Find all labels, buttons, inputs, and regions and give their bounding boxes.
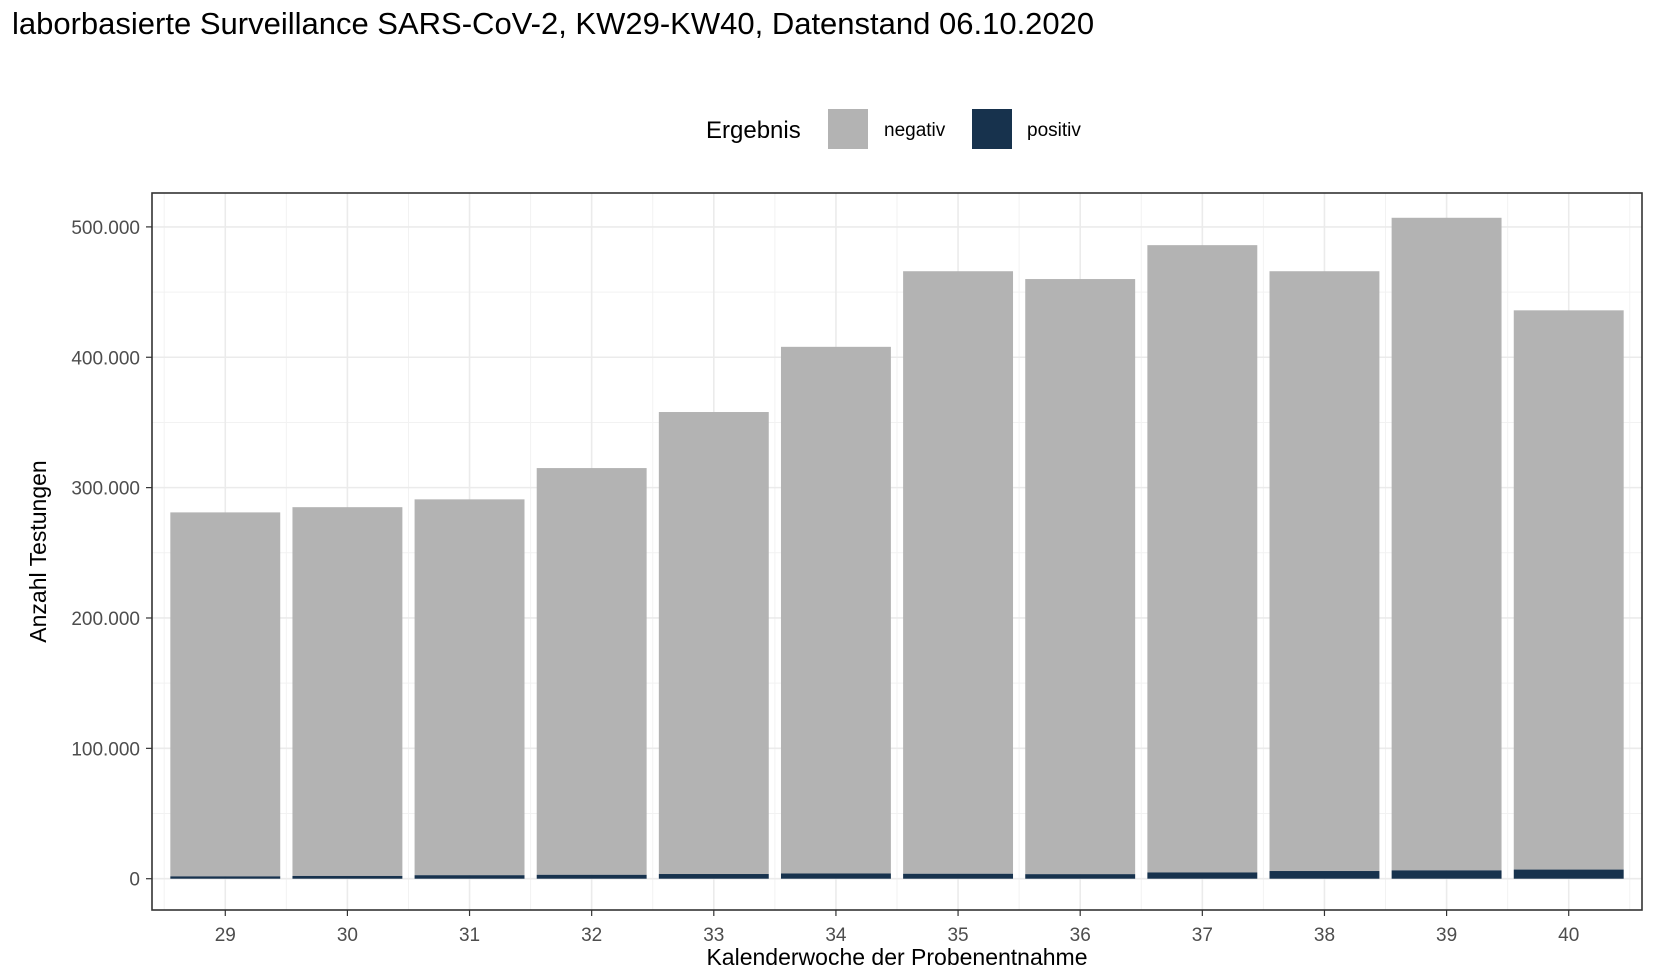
x-tick-label: 40 <box>1558 925 1579 946</box>
x-tick-label: 35 <box>947 925 968 946</box>
bar-positiv-kw37 <box>1147 872 1258 879</box>
bar-positiv-kw34 <box>780 873 891 879</box>
bar-negativ-kw30 <box>292 507 403 876</box>
legend-key-negativ <box>828 109 868 149</box>
y-tick-label: 500.000 <box>71 218 140 239</box>
bar-negativ-kw32 <box>536 468 647 875</box>
page-title: laborbasierte Surveillance SARS-CoV-2, K… <box>12 6 1095 41</box>
bar-positiv-kw35 <box>903 873 1014 879</box>
plot-border <box>151 192 1643 911</box>
legend-label-positiv: positiv <box>1027 120 1081 141</box>
bar-negativ-kw33 <box>658 412 769 875</box>
y-tick-label: 300.000 <box>71 479 140 500</box>
legend-key-positiv <box>972 109 1012 149</box>
bar-positiv-kw31 <box>414 875 525 879</box>
x-axis-title: Kalenderwoche der Probenentnahme <box>706 944 1087 970</box>
bar-negativ-kw34 <box>780 346 891 874</box>
bar-positiv-kw36 <box>1025 874 1136 879</box>
bar-positiv-kw40 <box>1513 869 1624 879</box>
plot-panel: 0 100.000 200.000 300.000 400.000 500.000 29 30… <box>71 192 1643 946</box>
bar-positiv-kw30 <box>292 875 403 879</box>
x-tick-label: 39 <box>1436 925 1457 946</box>
y-tick-label: 400.000 <box>71 348 140 369</box>
bar-negativ-kw29 <box>170 512 281 877</box>
bar-negativ-kw39 <box>1391 217 1502 871</box>
bar-negativ-kw35 <box>903 271 1014 874</box>
bar-negativ-kw31 <box>414 499 525 876</box>
legend-title: Ergebnis <box>706 117 801 144</box>
x-tick-label: 36 <box>1070 925 1091 946</box>
legend: Ergebnis negativ positiv <box>706 109 1081 149</box>
x-tick-label: 37 <box>1192 925 1213 946</box>
bar-positiv-kw38 <box>1269 871 1380 879</box>
bar-positiv-kw33 <box>658 874 769 879</box>
y-axis-title: Anzahl Testungen <box>25 460 51 642</box>
bar-positiv-kw39 <box>1391 870 1502 879</box>
x-tick-label: 30 <box>337 925 358 946</box>
y-tick-label: 100.000 <box>71 739 140 760</box>
legend-label-negativ: negativ <box>884 120 946 141</box>
bar-positiv-kw29 <box>170 876 281 879</box>
y-tick-label: 0 <box>129 870 140 891</box>
x-tick-label: 38 <box>1314 925 1335 946</box>
bar-negativ-kw40 <box>1513 310 1624 870</box>
bar-negativ-kw36 <box>1025 279 1136 875</box>
bar-positiv-kw32 <box>536 874 647 879</box>
x-tick-label: 31 <box>459 925 480 946</box>
x-tick-label: 33 <box>703 925 724 946</box>
bar-negativ-kw37 <box>1147 245 1258 873</box>
bar-negativ-kw38 <box>1269 271 1380 872</box>
x-tick-label: 32 <box>581 925 602 946</box>
x-tick-label: 29 <box>215 925 236 946</box>
y-tick-label: 200.000 <box>71 609 140 630</box>
x-tick-label: 34 <box>825 925 847 946</box>
